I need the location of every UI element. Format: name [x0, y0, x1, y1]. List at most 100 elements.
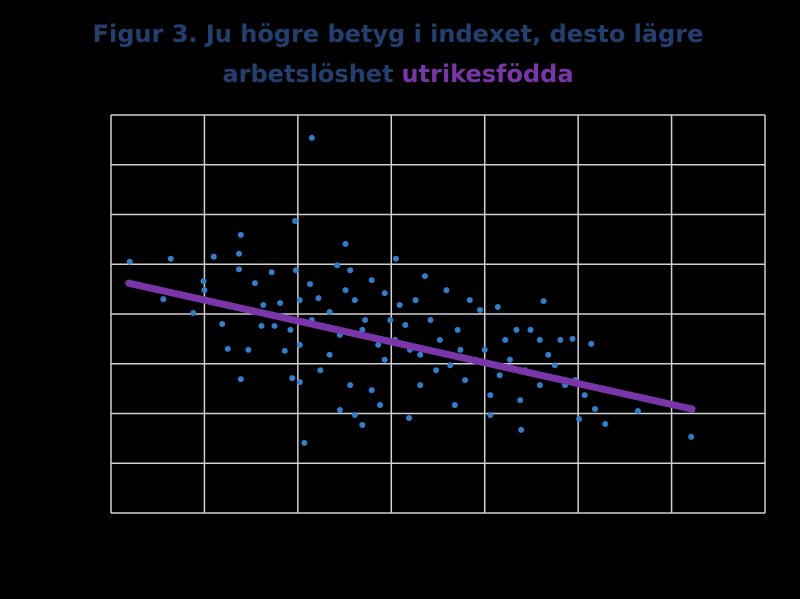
point — [487, 411, 494, 418]
point — [347, 382, 354, 389]
point — [576, 415, 583, 422]
point — [602, 420, 609, 427]
point — [235, 250, 242, 257]
point — [427, 316, 434, 323]
point — [417, 351, 424, 358]
point — [377, 402, 384, 409]
point — [487, 392, 494, 399]
point — [496, 372, 503, 379]
point — [351, 411, 358, 418]
point — [287, 326, 294, 333]
point — [506, 356, 513, 363]
point — [315, 295, 322, 302]
point — [454, 326, 461, 333]
point — [477, 307, 484, 314]
point — [237, 231, 244, 238]
point — [336, 407, 343, 414]
point — [417, 382, 424, 389]
point — [443, 287, 450, 294]
point — [402, 321, 409, 328]
point — [368, 277, 375, 284]
point — [237, 376, 244, 383]
point — [351, 297, 358, 304]
point — [219, 320, 226, 327]
point — [347, 267, 354, 274]
point — [581, 392, 588, 399]
point — [591, 406, 598, 413]
point — [518, 426, 525, 433]
point — [447, 362, 454, 369]
point — [235, 266, 242, 273]
point — [517, 397, 524, 404]
point — [245, 346, 252, 353]
point — [260, 302, 267, 309]
point — [292, 267, 299, 274]
point — [326, 309, 333, 316]
point — [301, 439, 308, 446]
title-text: arbetslöshet — [222, 60, 393, 88]
point — [268, 269, 275, 276]
point — [527, 326, 534, 333]
point — [307, 281, 314, 288]
point — [258, 322, 265, 329]
point — [462, 377, 469, 384]
point — [540, 298, 547, 305]
point — [271, 322, 278, 329]
point — [167, 255, 174, 262]
point — [502, 336, 509, 343]
point — [387, 316, 394, 323]
point — [545, 351, 552, 358]
point — [557, 336, 564, 343]
point — [362, 316, 369, 323]
point — [457, 346, 464, 353]
trendline — [125, 279, 696, 413]
point — [190, 310, 197, 317]
point — [342, 240, 349, 247]
point — [368, 387, 375, 394]
point — [433, 367, 440, 374]
title-highlight: utrikesfödda — [402, 60, 574, 88]
point — [551, 362, 558, 369]
point — [200, 278, 207, 285]
point — [406, 414, 413, 421]
point — [326, 351, 333, 358]
point — [396, 302, 403, 309]
point — [308, 134, 315, 141]
point — [412, 297, 419, 304]
point — [224, 345, 231, 352]
point — [334, 262, 341, 269]
point — [296, 341, 303, 348]
point — [688, 433, 695, 440]
point — [421, 273, 428, 280]
point — [160, 296, 167, 303]
chart-title-line2: arbetslöshet utrikesfödda — [222, 60, 573, 88]
point — [296, 379, 303, 386]
point — [296, 297, 303, 304]
point — [392, 255, 399, 262]
point — [281, 347, 288, 354]
point — [289, 375, 296, 382]
point — [481, 346, 488, 353]
point — [569, 335, 576, 342]
point — [381, 290, 388, 297]
point — [201, 287, 208, 294]
point — [451, 402, 458, 409]
point — [536, 382, 543, 389]
chart-title: Figur 3. Ju högre betyg i indexet, desto… — [93, 20, 704, 48]
point — [588, 340, 595, 347]
point — [436, 336, 443, 343]
point — [513, 326, 520, 333]
point — [634, 408, 641, 415]
point — [536, 336, 543, 343]
point — [251, 280, 258, 287]
point — [381, 356, 388, 363]
point — [342, 287, 349, 294]
point — [317, 367, 324, 374]
point — [292, 217, 299, 224]
point — [277, 300, 284, 307]
point — [359, 421, 366, 428]
point — [494, 304, 501, 311]
point — [466, 297, 473, 304]
point — [375, 341, 382, 348]
